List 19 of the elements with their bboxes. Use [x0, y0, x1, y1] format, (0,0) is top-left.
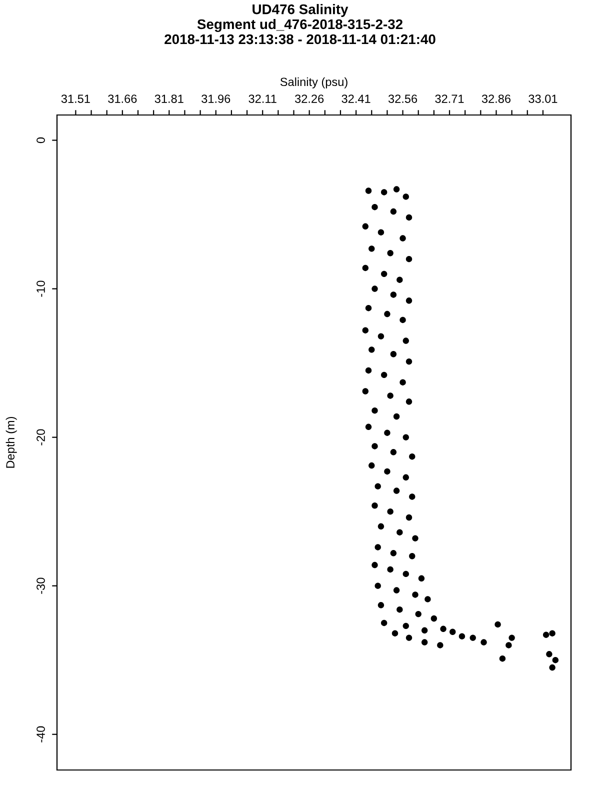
- chart-title: UD476 Salinity Segment ud_476-2018-315-2-32 2018-11-13 23:13:38 - 2018-11-14 01:21:40: [164, 4, 436, 44]
- y-tick-label: -10: [36, 280, 45, 297]
- x-tick-label: 32.86: [482, 94, 510, 103]
- x-tick-label: 31.51: [61, 94, 90, 103]
- x-tick-label: 32.26: [295, 94, 324, 103]
- x-tick-label: 32.56: [388, 94, 418, 103]
- x-axis-title: Salinity (psu): [280, 77, 348, 88]
- y-tick-label: -20: [36, 429, 45, 446]
- y-tick-label: -30: [36, 578, 45, 594]
- x-tick-label: 32.11: [248, 94, 276, 103]
- y-tick-label: -40: [36, 726, 45, 742]
- x-tick-label: 31.66: [108, 94, 137, 103]
- x-tick-label: 32.71: [435, 94, 464, 103]
- x-tick-label: 31.81: [154, 94, 184, 103]
- y-axis-title: Depth (m): [6, 416, 17, 468]
- x-tick-label: 32.41: [342, 94, 370, 103]
- y-tick-label: 0: [36, 137, 45, 144]
- x-tick-label: 33.01: [528, 94, 558, 103]
- x-tick-label: 31.96: [202, 94, 230, 103]
